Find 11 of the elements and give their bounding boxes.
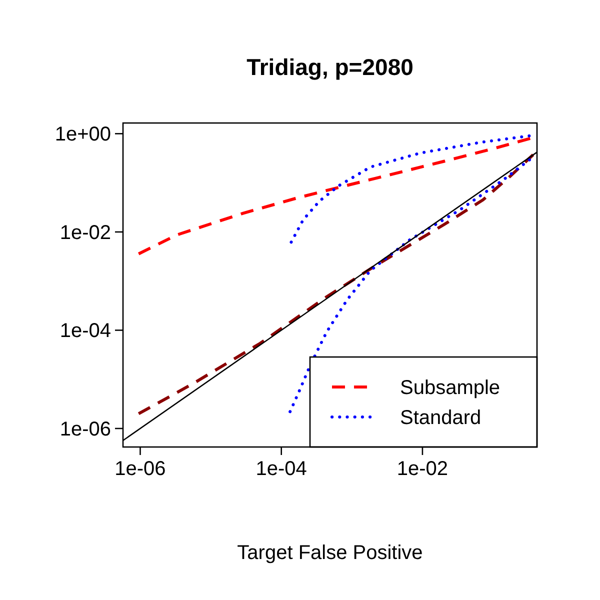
legend-label: Standard [400,407,482,429]
y-tick-label: 1e-02 [60,222,111,244]
y-tick-label: 1e+00 [54,124,111,146]
legend-label: Subsample [400,377,500,399]
y-tick-label: 1e-04 [60,320,111,342]
x-tick-label: 1e-06 [114,458,166,480]
chart-title: Tridiag, p=2080 [246,54,414,80]
y-tick-label: 1e-06 [60,418,111,440]
x-tick-label: 1e-02 [396,458,448,480]
x-axis-title: Target False Positive [237,542,423,564]
x-tick-label: 1e-04 [256,458,307,480]
